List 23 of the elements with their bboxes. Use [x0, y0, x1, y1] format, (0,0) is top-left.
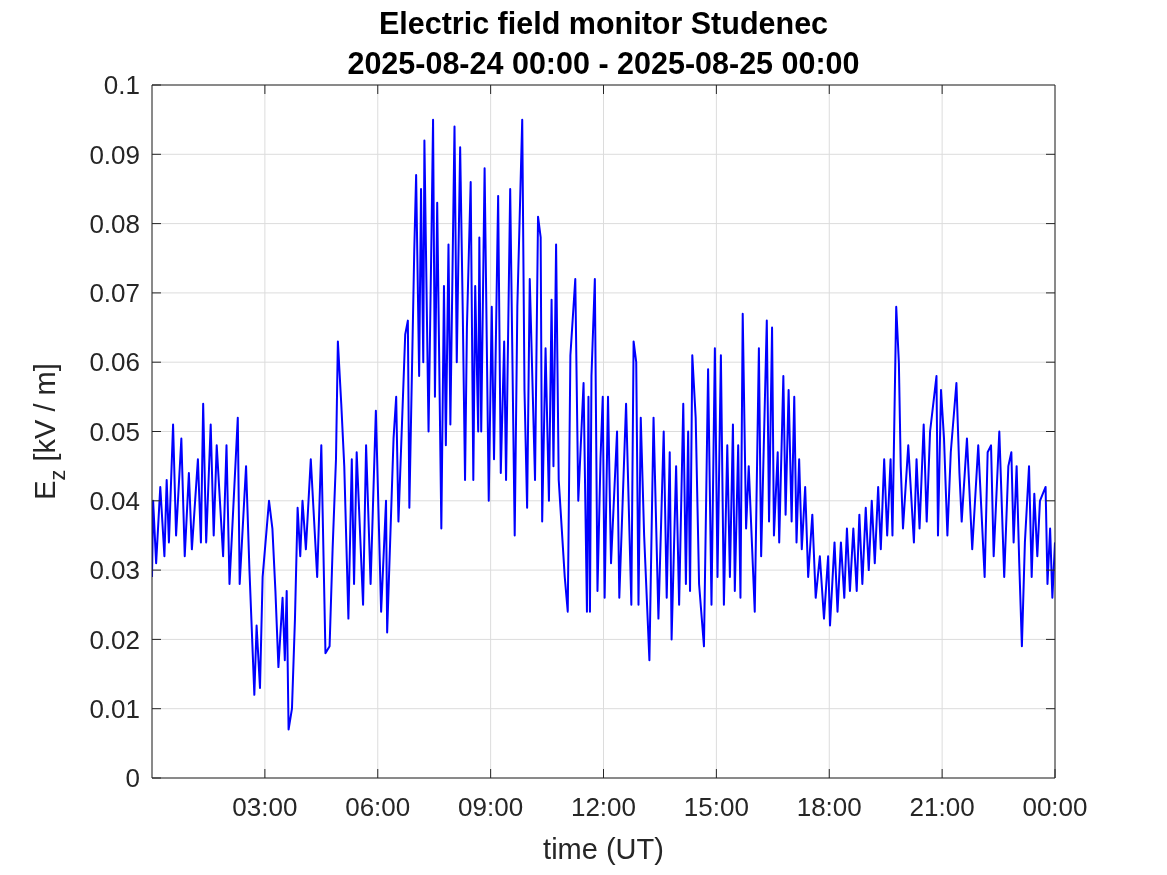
- y-tick-label: 0.02: [89, 624, 140, 655]
- x-tick-label: 18:00: [796, 792, 862, 823]
- y-tick-label: 0.06: [89, 347, 140, 378]
- x-tick-label: 12:00: [570, 792, 637, 823]
- x-tick-label: 21:00: [909, 792, 975, 823]
- x-tick-label: 03:00: [232, 792, 298, 823]
- chart-title: Electric field monitor Studenec: [377, 5, 830, 42]
- x-tick-label: 09:00: [458, 792, 524, 823]
- y-tick-label: 0.1: [103, 70, 140, 101]
- y-tick-label: 0: [125, 763, 140, 794]
- x-tick-label: 00:00: [1022, 792, 1088, 823]
- x-tick-label: 06:00: [345, 792, 411, 823]
- chart-subtitle: 2025-08-24 00:00 - 2025-08-25 00:00: [346, 45, 861, 82]
- x-axis-title: time (UT): [543, 833, 664, 865]
- y-tick-label: 0.09: [89, 139, 140, 170]
- y-tick-label: 0.04: [89, 486, 140, 517]
- y-tick-label: 0.03: [89, 555, 140, 586]
- y-tick-label: 0.01: [89, 693, 140, 724]
- y-tick-label: 0.05: [89, 416, 140, 447]
- line-series: [152, 118, 1055, 731]
- x-tick-label: 15:00: [683, 792, 749, 823]
- y-tick-label: 0.07: [89, 278, 140, 309]
- y-tick-label: 0.08: [89, 208, 140, 239]
